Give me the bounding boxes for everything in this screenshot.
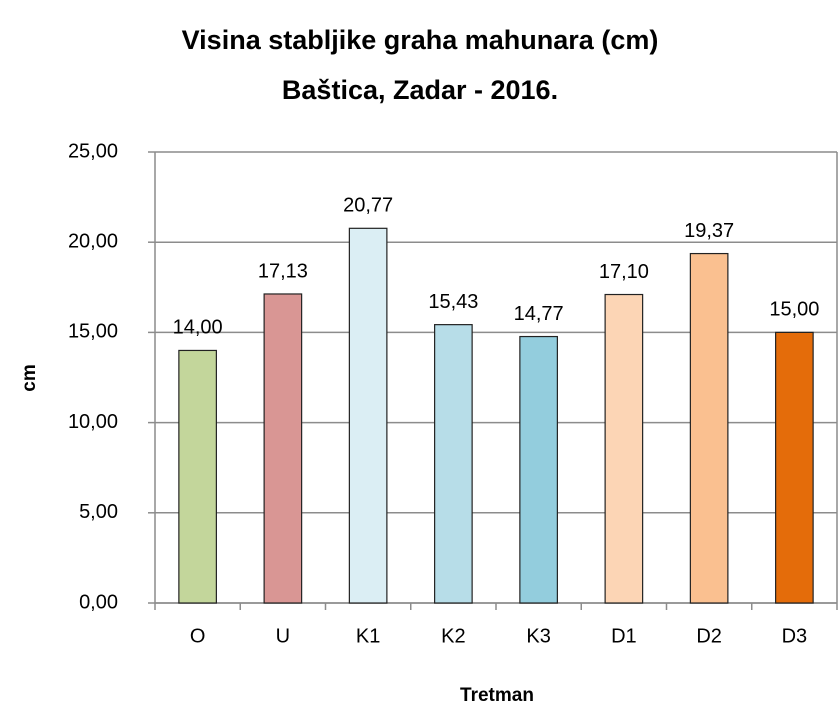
x-tick-label: D3 (782, 625, 808, 647)
x-tick-label: U (276, 625, 290, 647)
y-tick-label: 5,00 (79, 501, 118, 523)
x-tick-label: K1 (356, 625, 380, 647)
x-tick-label: D1 (611, 625, 637, 647)
x-tick-label: K2 (441, 625, 465, 647)
data-label: 17,13 (258, 260, 308, 282)
data-label: 14,00 (173, 317, 223, 339)
bar (519, 335, 558, 604)
data-label: 15,43 (428, 291, 478, 313)
chart-title: Visina stabljike graha mahunara (cm) (182, 25, 659, 55)
bar (434, 324, 473, 604)
y-tick-label: 15,00 (68, 321, 118, 343)
y-tick-label: 25,00 (68, 140, 118, 162)
data-label: 14,77 (514, 303, 564, 325)
bar (263, 293, 303, 604)
x-axis-label: Tretman (460, 685, 534, 706)
y-axis-label: cm (19, 364, 40, 391)
bar (348, 227, 388, 604)
bar (178, 349, 217, 604)
x-tick-label: K3 (526, 625, 550, 647)
bar (689, 252, 729, 604)
x-tick-label: D2 (696, 625, 722, 647)
y-tick-label: 0,00 (79, 591, 118, 613)
data-label: 15,00 (769, 299, 819, 321)
data-label: 17,10 (599, 261, 649, 283)
data-label: 20,77 (343, 195, 393, 217)
x-tick-label: O (190, 625, 206, 647)
bar (604, 293, 644, 604)
chart-subtitle: Baštica, Zadar - 2016. (282, 75, 558, 105)
data-label: 19,37 (684, 220, 734, 242)
y-tick-label: 10,00 (68, 411, 118, 433)
y-tick-label: 20,00 (68, 230, 118, 252)
bar (775, 331, 814, 604)
